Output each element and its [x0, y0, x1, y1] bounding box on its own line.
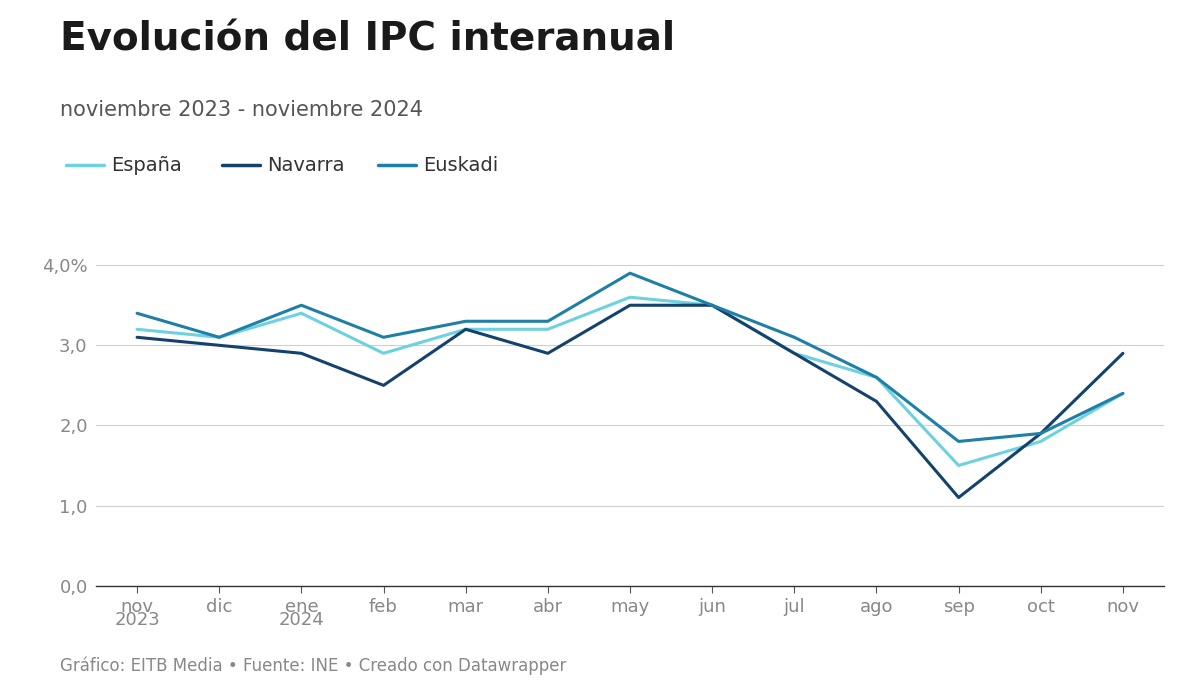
- Navarra: [1033, 429, 1048, 438]
- Euskadi: [458, 317, 473, 325]
- España: [294, 309, 308, 318]
- España: [1116, 389, 1130, 398]
- Navarra: [952, 493, 966, 502]
- Euskadi: [869, 373, 883, 382]
- Text: Evolución del IPC interanual: Evolución del IPC interanual: [60, 21, 676, 59]
- Navarra: [869, 398, 883, 406]
- Euskadi: [787, 333, 802, 342]
- Euskadi: [623, 269, 637, 278]
- Navarra: [377, 381, 391, 389]
- Euskadi: [130, 309, 144, 318]
- Euskadi: [377, 333, 391, 342]
- España: [212, 333, 227, 342]
- Euskadi: [1033, 429, 1048, 438]
- Text: Euskadi: Euskadi: [424, 156, 499, 175]
- Navarra: [623, 301, 637, 309]
- España: [458, 325, 473, 333]
- Euskadi: [704, 301, 719, 309]
- España: [377, 349, 391, 358]
- Navarra: [1116, 349, 1130, 358]
- España: [704, 301, 719, 309]
- Navarra: [294, 349, 308, 358]
- Euskadi: [541, 317, 556, 325]
- España: [787, 349, 802, 358]
- Euskadi: [1116, 389, 1130, 398]
- Text: 2024: 2024: [278, 610, 324, 628]
- Euskadi: [952, 438, 966, 446]
- España: [952, 462, 966, 470]
- Text: España: España: [112, 156, 182, 175]
- Navarra: [130, 333, 144, 342]
- Line: España: España: [137, 297, 1123, 466]
- Navarra: [704, 301, 719, 309]
- España: [1033, 438, 1048, 446]
- Line: Navarra: Navarra: [137, 305, 1123, 497]
- Text: noviembre 2023 - noviembre 2024: noviembre 2023 - noviembre 2024: [60, 100, 424, 120]
- Text: 2023: 2023: [114, 610, 160, 628]
- Navarra: [541, 349, 556, 358]
- Euskadi: [212, 333, 227, 342]
- España: [869, 373, 883, 382]
- Navarra: [458, 325, 473, 333]
- Navarra: [212, 341, 227, 349]
- España: [541, 325, 556, 333]
- Euskadi: [294, 301, 308, 309]
- Text: Navarra: Navarra: [268, 156, 346, 175]
- Navarra: [787, 349, 802, 358]
- Line: Euskadi: Euskadi: [137, 274, 1123, 442]
- España: [130, 325, 144, 333]
- España: [623, 293, 637, 301]
- Text: Gráfico: EITB Media • Fuente: INE • Creado con Datawrapper: Gráfico: EITB Media • Fuente: INE • Crea…: [60, 657, 566, 675]
